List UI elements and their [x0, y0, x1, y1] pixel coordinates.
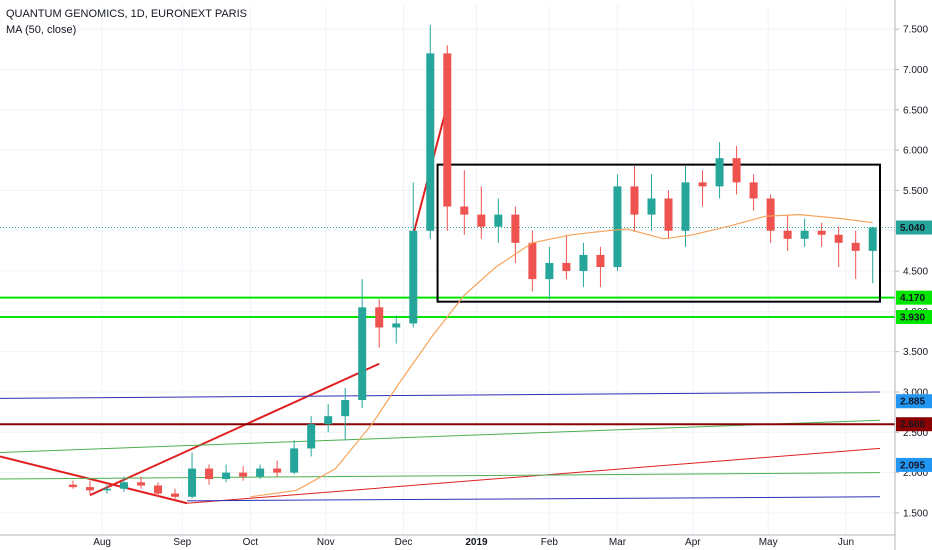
x-tick-label: Jun [838, 537, 854, 548]
trend-line [0, 455, 188, 505]
x-tick-label: 2019 [465, 537, 488, 548]
symbol-title: QUANTUM GENOMICS, 1D, EURONEXT PARIS [6, 8, 248, 20]
price-badge-label: 4.170 [900, 293, 925, 304]
candle-body [732, 158, 741, 183]
candle-body [817, 230, 826, 235]
trend-line [0, 391, 881, 399]
candle-body [834, 234, 843, 243]
candle-body [579, 254, 588, 272]
trend-line [0, 472, 881, 480]
candle-body [698, 182, 707, 187]
candle-body [426, 53, 435, 231]
price-badge-label: 2.600 [900, 420, 925, 431]
price-badge [896, 290, 932, 305]
candle-body [256, 468, 265, 477]
trend-line [187, 496, 881, 502]
candle-body [511, 214, 520, 243]
x-tick-label: May [759, 537, 778, 548]
candle-body [239, 472, 248, 477]
price-badge [896, 394, 932, 409]
y-tick-label: 7.000 [903, 65, 928, 76]
grid [0, 5, 895, 535]
range-box [436, 163, 881, 303]
candle-body [341, 400, 350, 417]
y-tick-label: 2.000 [903, 468, 928, 479]
y-tick-label: 7.500 [903, 25, 928, 36]
candle-body [494, 214, 503, 227]
candle-body [188, 468, 197, 497]
ma50-line [250, 213, 873, 498]
y-tick-label: 2.500 [903, 428, 928, 439]
candle-body [358, 307, 367, 401]
candle-body [528, 242, 537, 280]
candle-body [868, 227, 877, 251]
y-tick-label: 6.500 [903, 105, 928, 116]
candle-body [664, 198, 673, 231]
candle-body [783, 230, 792, 239]
x-tick-label: Feb [541, 537, 559, 548]
candle-body [715, 158, 724, 187]
x-tick-label: Sep [173, 537, 191, 548]
x-tick-label: Nov [317, 537, 335, 548]
candle-body [460, 206, 469, 215]
candle-body [392, 323, 401, 328]
candle-body [766, 198, 775, 231]
y-tick-label: 3.000 [903, 387, 928, 398]
trend-line [0, 419, 881, 453]
candle-body [630, 186, 639, 215]
candle-body [324, 416, 333, 425]
x-tick-label: Mar [609, 537, 627, 548]
price-badge [896, 310, 932, 324]
candle-body [136, 482, 145, 486]
candle-body [205, 468, 214, 480]
trend-line [89, 362, 380, 497]
candle-body [290, 448, 299, 473]
candle-body [800, 230, 809, 239]
y-tick-label: 4.500 [903, 267, 928, 278]
candle-body [596, 254, 605, 268]
trend-line [187, 447, 881, 504]
candle-body [375, 307, 384, 328]
x-tick-label: Dec [395, 537, 413, 548]
price-badge-label: 2.095 [900, 460, 925, 471]
candle-body [68, 484, 77, 488]
indicator-label: MA (50, close) [6, 24, 77, 36]
price-badges: 5.040 4.170 3.930 2.885 2.600 2.095 [896, 220, 932, 472]
candle-body [171, 493, 180, 497]
candle-body [681, 182, 690, 231]
y-tick-label: 6.000 [903, 146, 928, 157]
drawing-overlays [250, 213, 873, 498]
candle-body [477, 214, 486, 227]
x-tick-label: Oct [243, 537, 259, 548]
candle-body [119, 482, 128, 489]
price-badge [896, 457, 932, 472]
price-badge [896, 417, 932, 432]
y-tick-label: 5.500 [903, 186, 928, 197]
candle-body [647, 198, 656, 215]
price-badge [896, 220, 932, 235]
candle-body [851, 242, 860, 251]
x-tick-label: Apr [685, 537, 701, 548]
candle-body [222, 472, 231, 480]
candle-body [409, 230, 418, 324]
candle-body [154, 485, 163, 494]
candle-body [307, 424, 316, 449]
candle-body [613, 186, 622, 268]
price-badge-label: 3.930 [900, 313, 925, 324]
price-badge-label: 5.040 [900, 223, 925, 234]
candle-body [85, 487, 94, 491]
candle-body [562, 262, 571, 272]
candle-body [545, 262, 554, 280]
candle-body [102, 488, 111, 491]
candlestick-series [68, 25, 877, 501]
candle-body [443, 53, 452, 207]
y-tick-label: 1.500 [903, 508, 928, 519]
x-tick-label: Aug [93, 537, 111, 548]
time-axis: Aug Sep Oct Nov Dec 2019 Feb Mar Apr May Jun [0, 534, 895, 548]
y-tick-label: 3.500 [903, 347, 928, 358]
candle-body [273, 468, 282, 473]
candle-body [749, 182, 758, 199]
price-badge-label: 2.885 [900, 397, 925, 408]
